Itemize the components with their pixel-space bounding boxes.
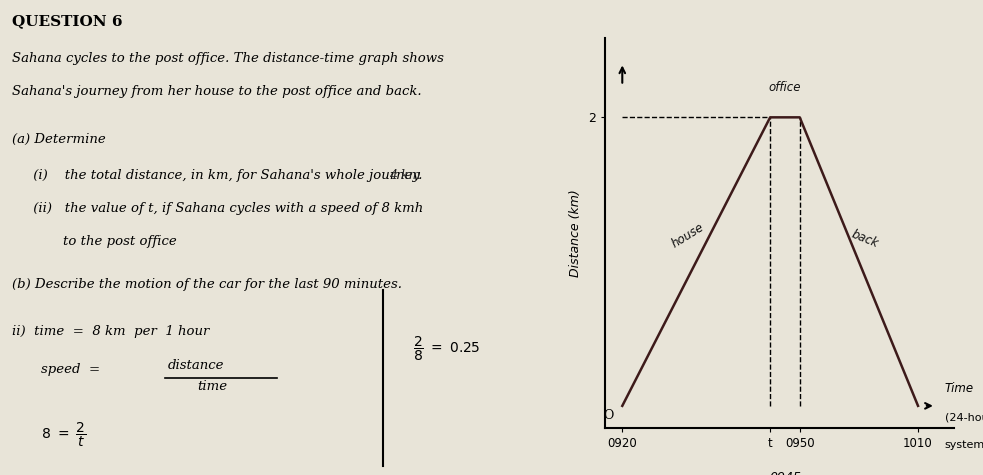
Text: speed  =: speed =: [41, 363, 100, 376]
Text: (24-hour: (24-hour: [945, 412, 983, 422]
Text: house: house: [668, 220, 706, 250]
Text: 4 km: 4 km: [389, 169, 421, 181]
Text: Time: Time: [945, 382, 974, 395]
Text: ii)  time  =  8 km  per  1 hour: ii) time = 8 km per 1 hour: [12, 325, 209, 338]
Text: (i)    the total distance, in km, for Sahana's whole journey.: (i) the total distance, in km, for Sahan…: [12, 169, 423, 181]
Y-axis label: Distance (km): Distance (km): [569, 189, 582, 276]
Text: (ii)   the value of t, if Sahana cycles with a speed of 8 kmh: (ii) the value of t, if Sahana cycles wi…: [12, 202, 423, 215]
Text: (b) Describe the motion of the car for the last 90 minutes.: (b) Describe the motion of the car for t…: [12, 278, 402, 291]
Text: system): system): [945, 440, 983, 450]
Text: Sahana's journey from her house to the post office and back.: Sahana's journey from her house to the p…: [12, 86, 422, 98]
Text: QUESTION 6: QUESTION 6: [12, 14, 122, 28]
Text: Sahana cycles to the post office. The distance-time graph shows: Sahana cycles to the post office. The di…: [12, 52, 443, 65]
Text: office: office: [769, 81, 801, 95]
Text: O: O: [603, 409, 613, 422]
Text: $\dfrac{2}{8}\ =\ 0.25$: $\dfrac{2}{8}\ =\ 0.25$: [413, 335, 481, 363]
Text: $8\ =\ \dfrac{2}{t}$: $8\ =\ \dfrac{2}{t}$: [41, 420, 87, 449]
Text: to the post office: to the post office: [12, 235, 177, 248]
Text: 0945: 0945: [769, 471, 801, 475]
Text: time: time: [198, 380, 228, 393]
Text: (a) Determine: (a) Determine: [12, 133, 105, 146]
Text: back: back: [849, 228, 880, 250]
Text: distance: distance: [168, 359, 224, 371]
